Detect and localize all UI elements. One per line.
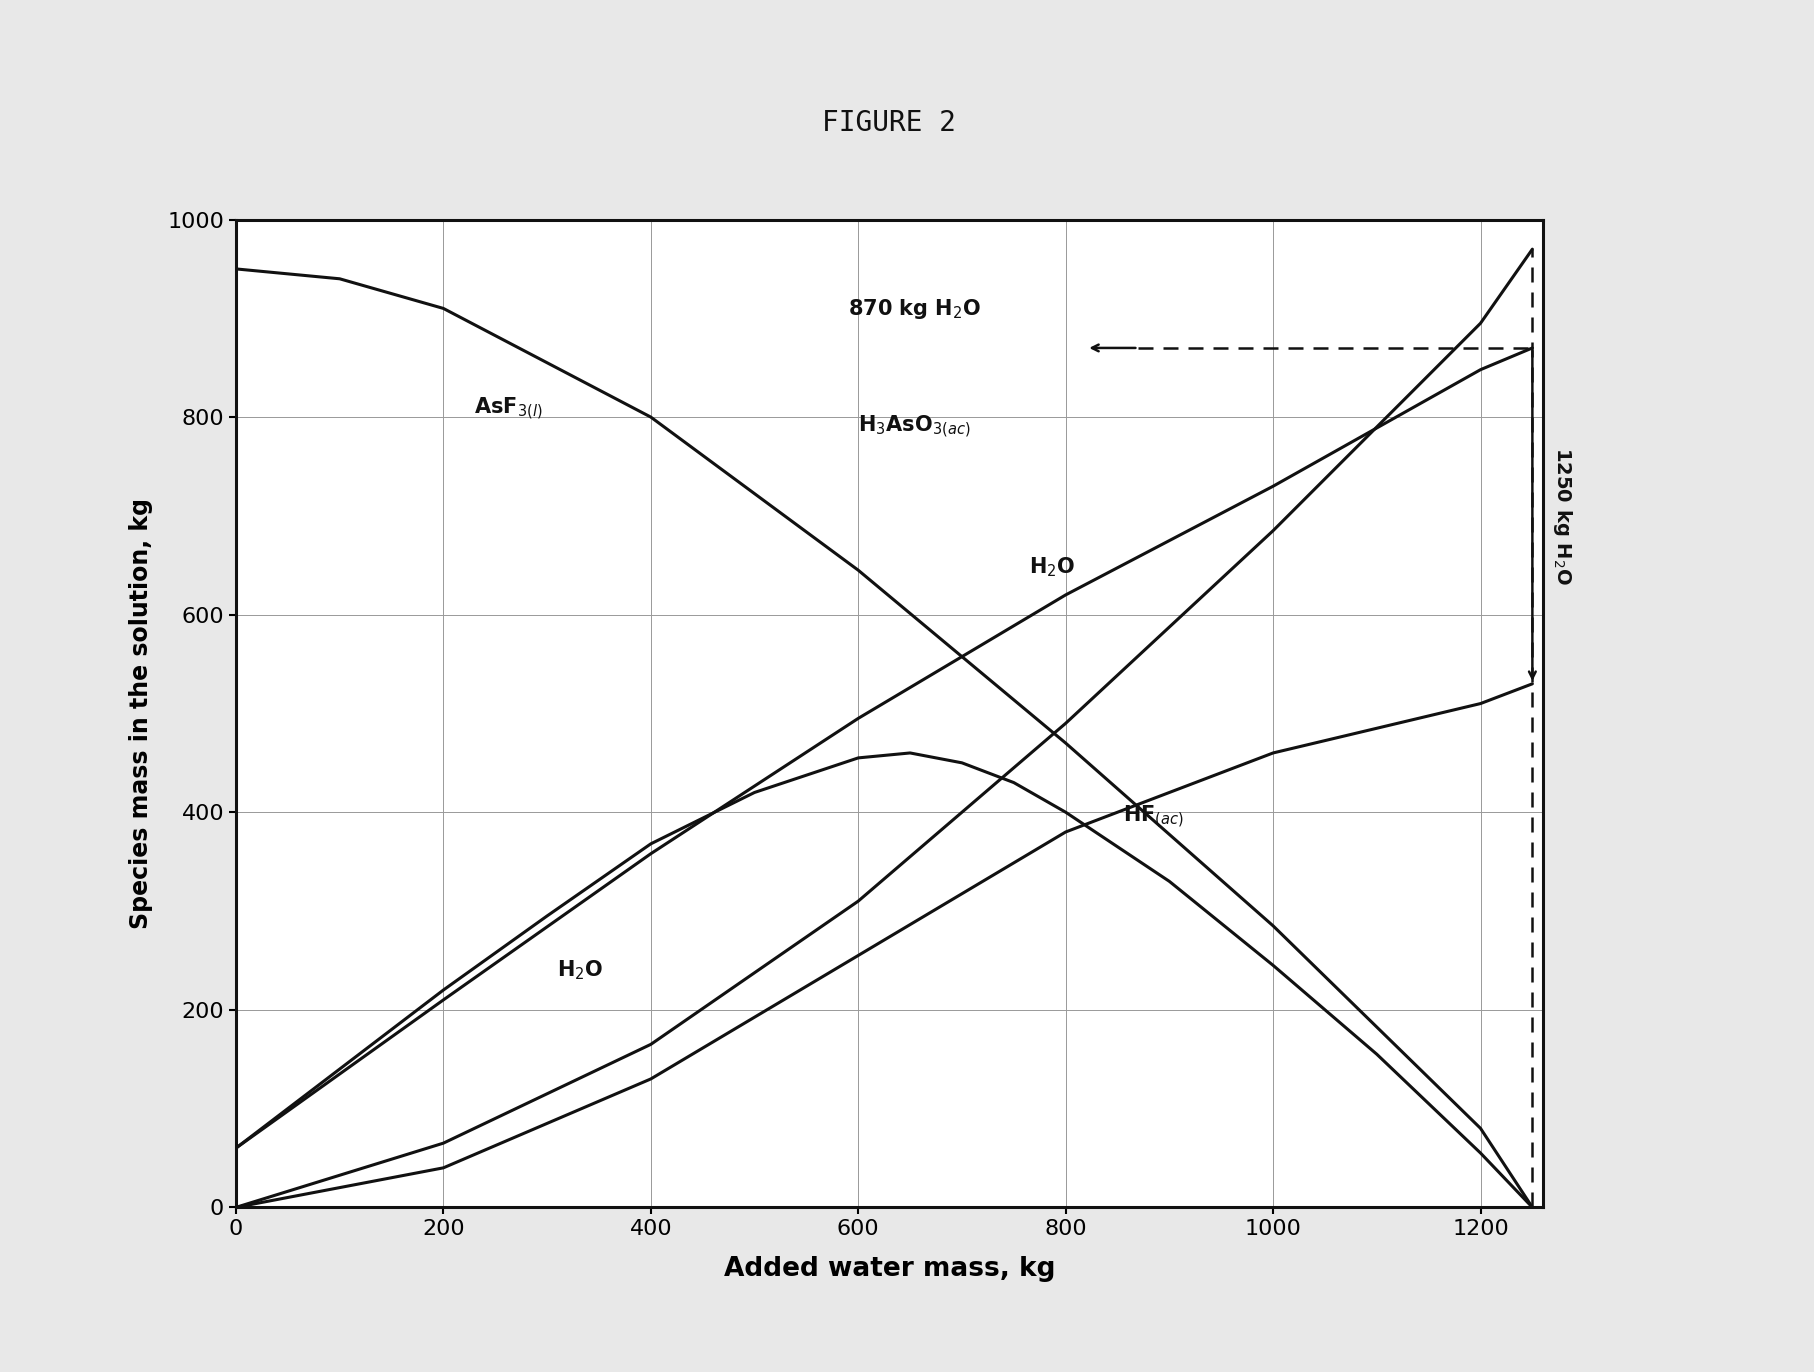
Y-axis label: Species mass in the solution, kg: Species mass in the solution, kg (129, 498, 154, 929)
X-axis label: Added water mass, kg: Added water mass, kg (724, 1255, 1054, 1281)
Text: H$_3$AsO$_{3(ac)}$: H$_3$AsO$_{3(ac)}$ (858, 414, 970, 440)
Text: FIGURE 2: FIGURE 2 (822, 110, 956, 137)
Text: AsF$_{3(l)}$: AsF$_{3(l)}$ (473, 397, 542, 423)
Text: HF$_{(ac)}$: HF$_{(ac)}$ (1123, 804, 1183, 830)
Text: H$_2$O: H$_2$O (1029, 556, 1076, 579)
Text: 870 kg H$_2$O: 870 kg H$_2$O (847, 298, 980, 321)
Text: 1250 kg H$_2$O: 1250 kg H$_2$O (1551, 447, 1573, 584)
Text: H$_2$O: H$_2$O (557, 959, 604, 982)
